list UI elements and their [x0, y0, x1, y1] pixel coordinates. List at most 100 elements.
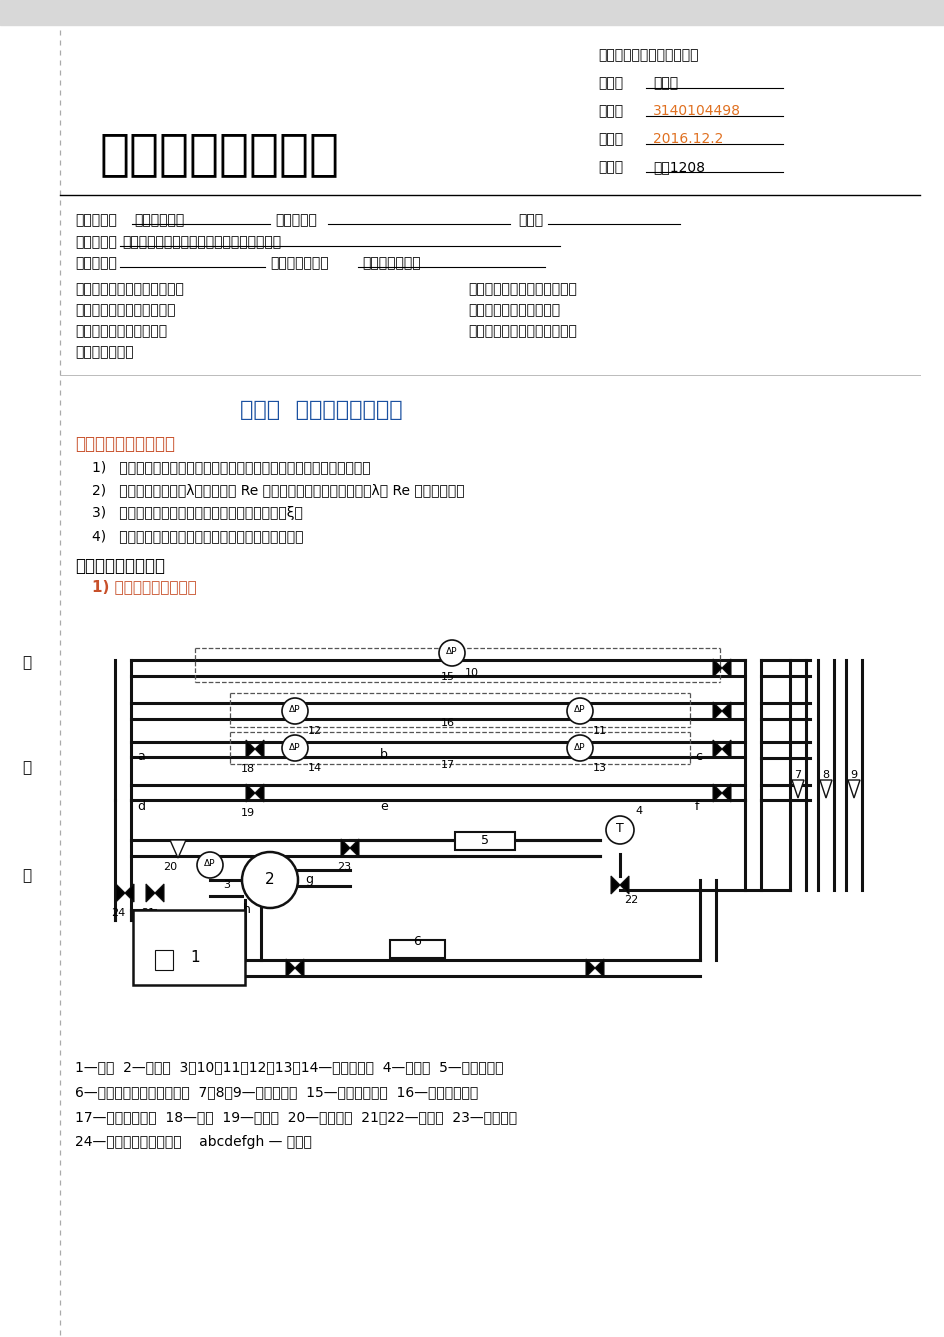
Text: 实验一  流体流动阻力测定: 实验一 流体流动阻力测定: [240, 400, 402, 420]
Text: 化工原理实验: 化工原理实验: [134, 213, 184, 227]
Text: 同组学生姓名：: 同组学生姓名：: [270, 255, 329, 270]
Text: 1) 实验装置如下图所示: 1) 实验装置如下图所示: [92, 579, 196, 594]
Polygon shape: [721, 783, 731, 802]
Text: 三、主要仪器设备（必填）: 三、主要仪器设备（必填）: [75, 303, 176, 317]
Text: 4: 4: [634, 806, 641, 816]
Text: 五、实验数据记录和处理: 五、实验数据记录和处理: [75, 324, 167, 338]
Polygon shape: [585, 959, 595, 977]
Text: 流体流动阻力测定和离心泵的特性曲线测定: 流体流动阻力测定和离心泵的特性曲线测定: [122, 235, 280, 249]
Polygon shape: [341, 840, 349, 857]
Circle shape: [439, 640, 464, 666]
Polygon shape: [145, 884, 155, 902]
Polygon shape: [819, 779, 831, 798]
Text: 六、实验结果与分析（必填）: 六、实验结果与分析（必填）: [467, 324, 576, 338]
Text: 一．实验目的和要求。: 一．实验目的和要求。: [75, 435, 175, 453]
Polygon shape: [286, 959, 295, 977]
Text: 20: 20: [162, 862, 177, 872]
Text: 2: 2: [265, 872, 275, 886]
Text: 浙江大学实验报告: 浙江大学实验报告: [100, 130, 340, 178]
Polygon shape: [712, 739, 721, 758]
Text: 13: 13: [593, 763, 606, 773]
Text: 课程名称：: 课程名称：: [75, 213, 117, 227]
Text: 6: 6: [413, 935, 420, 948]
Text: g: g: [305, 873, 312, 886]
Text: 叶天壮、温茂林: 叶天壮、温茂林: [362, 255, 420, 270]
Polygon shape: [791, 779, 803, 798]
Text: ΔP: ΔP: [204, 860, 215, 869]
Polygon shape: [595, 959, 603, 977]
Polygon shape: [611, 876, 619, 894]
Circle shape: [242, 852, 297, 908]
Text: 24: 24: [110, 908, 125, 919]
Text: 四、操作方法和实验步骤: 四、操作方法和实验步骤: [467, 303, 560, 317]
Text: 3)   测定流体流经管件（阀门）时的局部阻力系数ξ。: 3) 测定流体流经管件（阀门）时的局部阻力系数ξ。: [92, 505, 303, 520]
Text: f: f: [694, 800, 699, 813]
Text: 装: 装: [22, 655, 31, 670]
Text: a: a: [137, 750, 144, 763]
Text: 16: 16: [441, 718, 454, 729]
Text: 9: 9: [850, 770, 856, 779]
Text: 二．实验仪器和设备: 二．实验仪器和设备: [75, 558, 165, 575]
Text: 姓名：: 姓名：: [598, 76, 622, 90]
Text: 7: 7: [794, 770, 801, 779]
Polygon shape: [712, 783, 721, 802]
Text: ΔP: ΔP: [289, 742, 300, 751]
Text: 8: 8: [821, 770, 829, 779]
Text: 19: 19: [241, 808, 255, 818]
Text: 学号：: 学号：: [598, 104, 622, 118]
Text: 5: 5: [480, 833, 488, 846]
Text: 1—水箱  2—离心泵  3、10、11、12、13、14—压差传感器  4—温度计  5—涡轮流量计: 1—水箱 2—离心泵 3、10、11、12、13、14—压差传感器 4—温度计 …: [75, 1060, 503, 1074]
Bar: [133, 910, 244, 985]
Text: 1)   掌握测定流体流经直管、管件（阀门）时阻力损失的一般实验方法。: 1) 掌握测定流体流经直管、管件（阀门）时阻力损失的一般实验方法。: [92, 460, 370, 475]
Text: ΔP: ΔP: [446, 647, 457, 656]
Text: 24—旁路阀（流量校核）    abcdefgh — 取压点: 24—旁路阀（流量校核） abcdefgh — 取压点: [75, 1135, 312, 1148]
Polygon shape: [125, 884, 134, 902]
Polygon shape: [245, 783, 255, 802]
Bar: [390, 940, 445, 959]
Text: 专业：过程装备与控制工程: 专业：过程装备与控制工程: [598, 48, 698, 62]
Polygon shape: [847, 779, 859, 798]
Polygon shape: [255, 783, 263, 802]
Polygon shape: [721, 702, 731, 721]
Bar: [155, 951, 173, 971]
Text: 17: 17: [441, 759, 455, 770]
Text: 指导老师：: 指导老师：: [275, 213, 316, 227]
Text: 14: 14: [308, 763, 322, 773]
Polygon shape: [721, 739, 731, 758]
Text: 3140104498: 3140104498: [652, 104, 740, 118]
Text: 2016.12.2: 2016.12.2: [652, 132, 722, 146]
Text: 18: 18: [241, 763, 255, 774]
Text: 日期：: 日期：: [598, 132, 622, 146]
Text: 实验类型：: 实验类型：: [75, 255, 117, 270]
Polygon shape: [619, 876, 629, 894]
Circle shape: [566, 735, 593, 761]
Bar: [0, 0, 944, 25]
Text: c: c: [694, 750, 701, 763]
Circle shape: [566, 698, 593, 725]
Polygon shape: [349, 840, 359, 857]
Text: ΔP: ΔP: [574, 742, 585, 751]
Text: 10: 10: [464, 668, 479, 678]
Polygon shape: [255, 739, 263, 758]
Text: 22: 22: [623, 894, 637, 905]
Text: 23: 23: [337, 862, 350, 872]
Text: d: d: [137, 800, 144, 813]
Text: 教十1208: 教十1208: [652, 160, 704, 174]
Polygon shape: [116, 884, 125, 902]
Text: 地点：: 地点：: [598, 160, 622, 174]
Text: 成绩：: 成绩：: [517, 213, 543, 227]
Text: 4)   识辨组成管路的各种管件、阀门，并了解其作用。: 4) 识辨组成管路的各种管件、阀门，并了解其作用。: [92, 529, 303, 543]
Polygon shape: [170, 840, 186, 858]
Polygon shape: [295, 959, 304, 977]
Polygon shape: [721, 659, 731, 677]
Polygon shape: [712, 702, 721, 721]
Polygon shape: [712, 659, 721, 677]
Text: b: b: [379, 747, 387, 761]
Text: 15: 15: [441, 673, 454, 682]
Circle shape: [281, 735, 308, 761]
Polygon shape: [245, 739, 255, 758]
Text: ΔP: ΔP: [574, 706, 585, 714]
Polygon shape: [155, 884, 164, 902]
Text: 一、实验目的和要求（必填）: 一、实验目的和要求（必填）: [75, 282, 184, 295]
Text: 12: 12: [308, 726, 322, 735]
